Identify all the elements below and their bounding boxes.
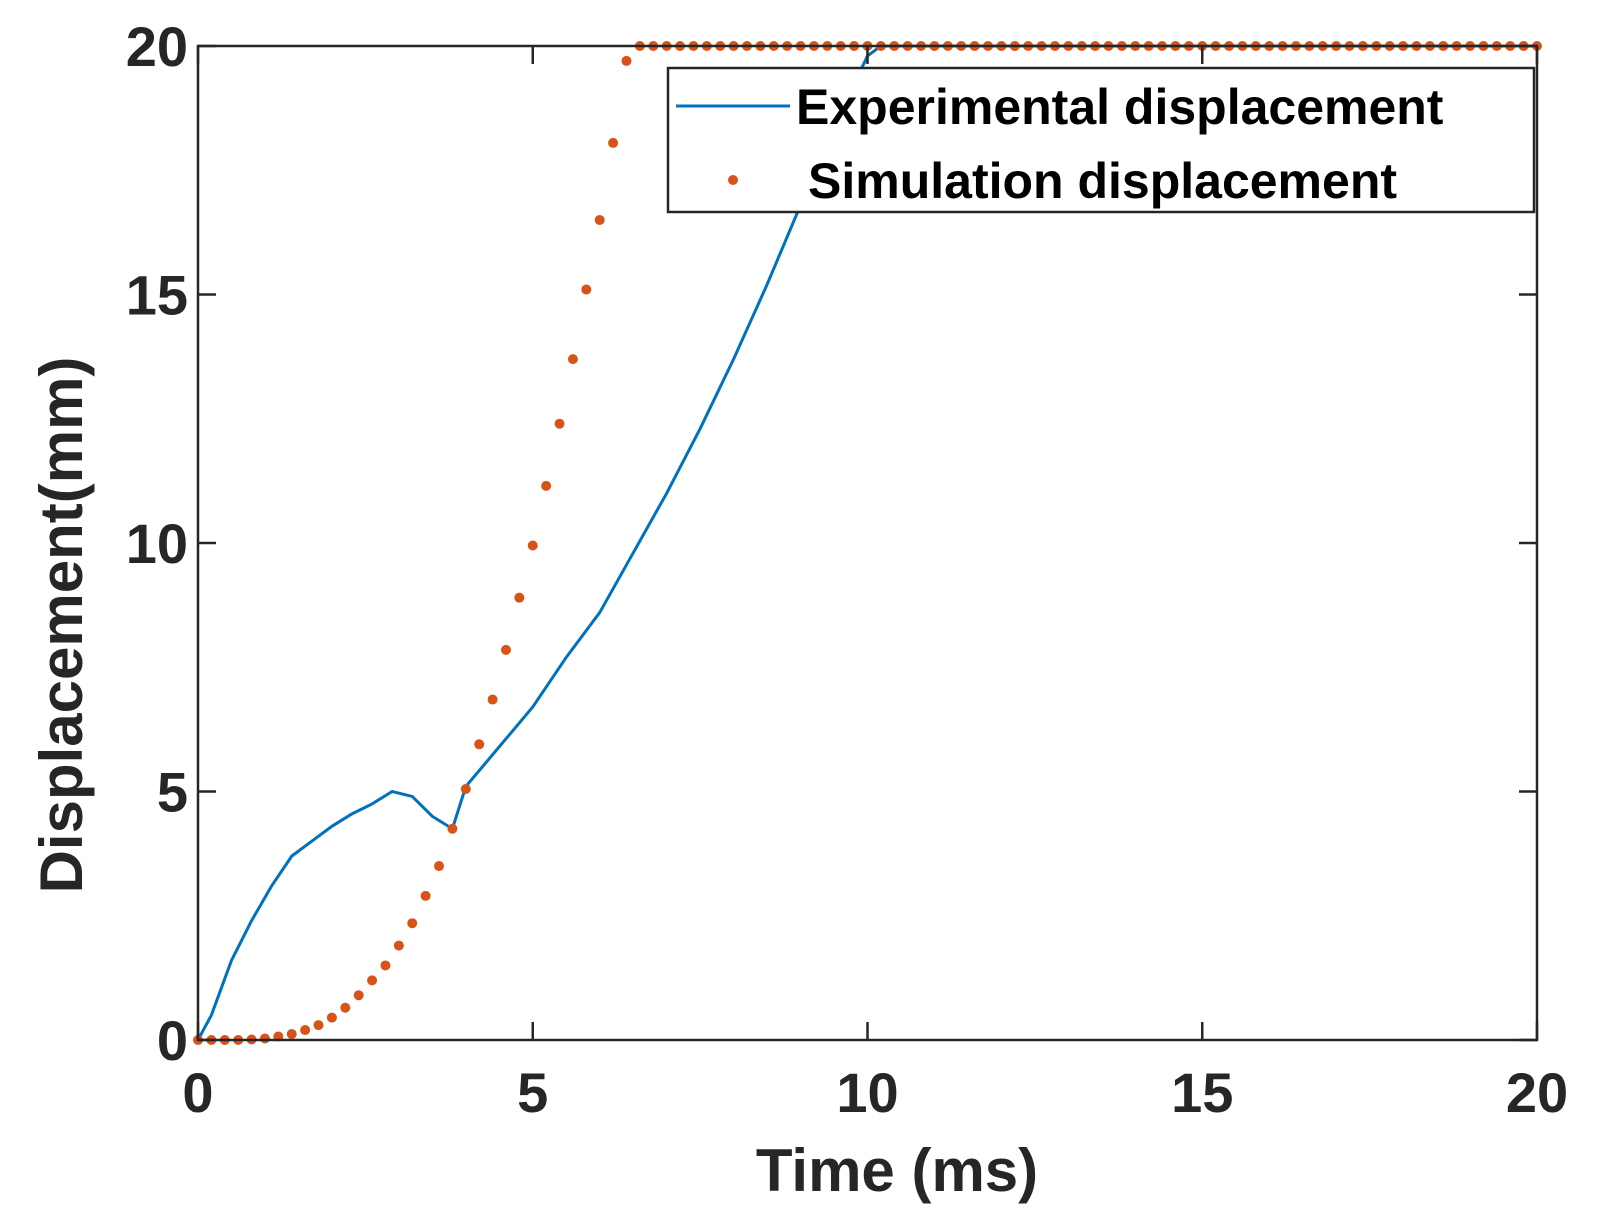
- simulation-point: [367, 975, 378, 986]
- x-tick-label: 20: [1506, 1061, 1568, 1124]
- x-tick-label: 0: [182, 1061, 213, 1124]
- legend: Experimental displacement Simulation disp…: [666, 66, 1536, 214]
- simulation-point: [487, 694, 498, 705]
- simulation-point: [313, 1020, 324, 1031]
- y-tick-label: 10: [126, 512, 188, 575]
- legend-label: Experimental displacement: [796, 79, 1444, 135]
- axes-layer: 0 5 10 15 20 0 5 10 15 20: [126, 15, 1568, 1124]
- x-axis-label: Time (ms): [756, 1137, 1038, 1204]
- simulation-point: [621, 55, 632, 66]
- simulation-point: [286, 1029, 297, 1040]
- y-tick-label: 5: [157, 761, 188, 824]
- simulation-point: [460, 784, 471, 795]
- series-2: [193, 41, 1542, 1045]
- simulation-point: [581, 284, 592, 295]
- legend-item: Simulation displacement: [728, 153, 1397, 209]
- simulation-point: [514, 592, 525, 603]
- y-tick-label: 20: [126, 15, 188, 78]
- legend-label: Simulation displacement: [808, 153, 1397, 209]
- simulation-point: [434, 861, 445, 872]
- simulation-point: [594, 214, 605, 225]
- simulation-point: [407, 918, 418, 929]
- simulation-point: [300, 1025, 311, 1036]
- simulation-point: [420, 890, 431, 901]
- x-tick-label: 10: [836, 1061, 898, 1124]
- simulation-point: [393, 940, 404, 951]
- y-axis-label: Displacement(mm): [28, 357, 95, 894]
- simulation-point: [541, 480, 552, 491]
- simulation-point: [447, 823, 458, 834]
- simulation-point: [500, 644, 511, 655]
- simulation-point: [259, 1033, 270, 1044]
- y-tick-label: 15: [126, 264, 188, 327]
- simulation-point: [353, 990, 364, 1001]
- x-tick-label: 15: [1171, 1061, 1233, 1124]
- simulation-point: [554, 418, 565, 429]
- simulation-point: [474, 739, 485, 750]
- simulation-point: [340, 1002, 351, 1013]
- legend-box: [666, 66, 1536, 214]
- x-tick-label: 5: [517, 1061, 548, 1124]
- series-layer: [193, 41, 1542, 1045]
- y-tick-label: 0: [157, 1009, 188, 1072]
- simulation-point: [608, 137, 619, 148]
- simulation-point: [326, 1012, 337, 1023]
- legend-item: Experimental displacement: [676, 79, 1444, 135]
- legend-dot-swatch: [728, 175, 738, 185]
- simulation-point: [567, 354, 578, 365]
- simulation-point: [527, 540, 538, 551]
- simulation-point: [380, 960, 391, 971]
